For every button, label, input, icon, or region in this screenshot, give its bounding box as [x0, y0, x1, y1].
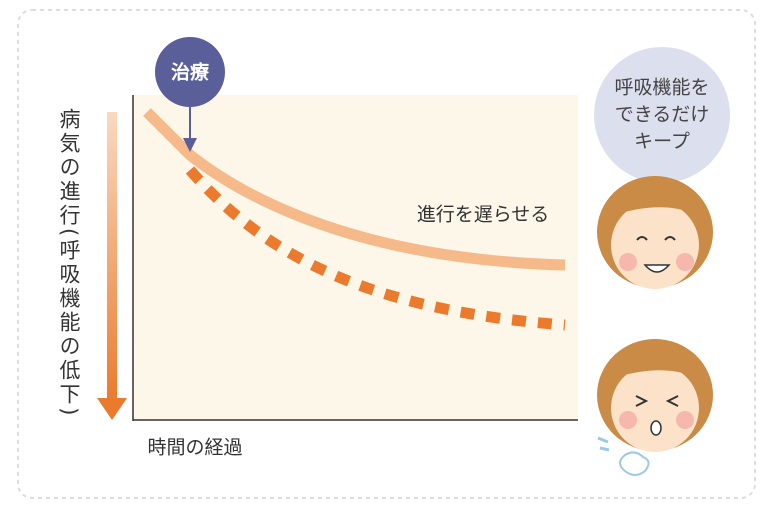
frame	[17, 9, 756, 499]
bubble-line: キープ	[634, 131, 690, 153]
arrow-shaft	[107, 112, 117, 402]
sad-face	[597, 339, 713, 476]
bubble-line: 呼吸機能を	[614, 77, 709, 99]
curve-label: 進行を遅らせる	[417, 204, 550, 226]
x-axis-label: 時間の経過	[147, 437, 242, 459]
treatment-badge	[155, 37, 225, 107]
treatment-arrow-head	[183, 138, 197, 152]
y-axis-label: 病気の進行(呼吸機能の低下)	[57, 108, 81, 419]
bubble-line: できるだけ	[615, 104, 710, 126]
untreated-curve	[185, 166, 566, 331]
arrow-head	[97, 398, 127, 420]
happy-face	[597, 176, 713, 289]
slowed-curve	[143, 108, 566, 271]
treatment-label: 治療	[171, 61, 210, 84]
bubble	[594, 47, 730, 183]
